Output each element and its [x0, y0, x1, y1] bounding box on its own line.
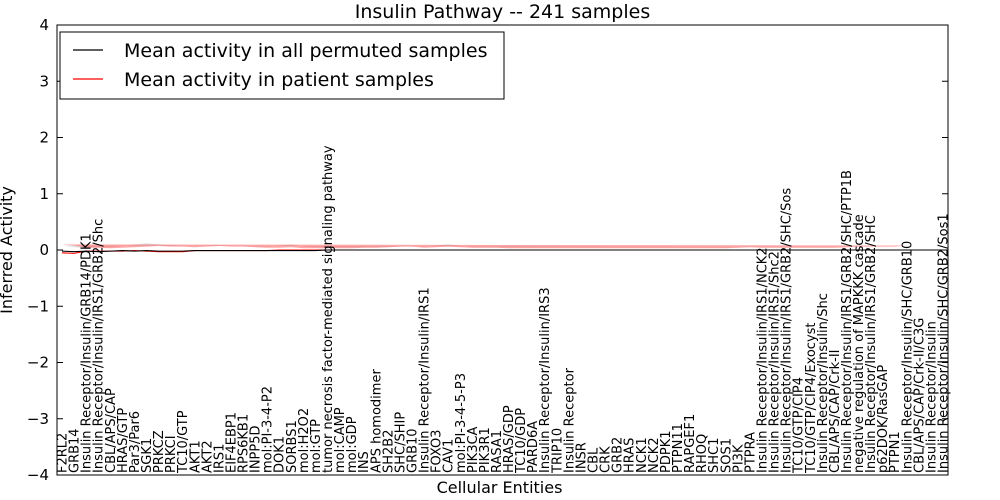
x-category-label: SORBS1 [285, 420, 300, 473]
x-category-label: DOK1 [273, 436, 288, 473]
x-category-label: AKT2 [200, 440, 215, 473]
x-category-label: NCK2 [647, 437, 662, 473]
x-category-label: CBL/APS/CAP [104, 388, 119, 473]
chart-title: Insulin Pathway -- 241 samples [355, 1, 650, 23]
x-category-label: RAPGEF1 [683, 414, 698, 473]
x-category-label: PARD6A [526, 421, 541, 473]
x-category-label: mol:CAMP [333, 407, 348, 473]
series-line-permuted [61, 249, 943, 253]
x-category-label: SHC/SHIP [393, 412, 408, 473]
x-category-label: PIK3CA [466, 426, 481, 473]
lines-layer [61, 249, 943, 254]
x-category-label: Insulin Receptor/Insulin/IRS1 [418, 287, 433, 473]
x-category-label: RHOQ [695, 434, 710, 473]
y-tick-label: 1 [39, 185, 49, 203]
x-category-label: RPS6KB1 [237, 414, 252, 473]
x-category-label: TC10/GTP/CIP4/Exocyst [804, 322, 819, 474]
legend-box [59, 31, 505, 100]
x-category-label: CBL/APS/CAP/Crk-II [828, 350, 843, 473]
x-category-label: SOS1 [719, 438, 734, 473]
x-category-label: CBL [587, 447, 602, 473]
x-category-label: p62DOK/RasGAP [876, 365, 891, 473]
x-category-label: PTPN11 [671, 423, 686, 473]
x-category-label: Insulin Receptor/Insulin/IRS1/Shc2 [768, 251, 783, 473]
x-category-label: Insulin Receptor/Insulin/IRS1/NCK2 [755, 247, 770, 473]
x-category-label: Insulin Receptor/Insulin/IRS1/GRB2/Shc [92, 219, 107, 473]
x-category-label: negative regulation of MAPKKK cascade [852, 214, 867, 473]
x-category-label: SH2B2 [381, 430, 396, 474]
x-category-label: APS homodimer [369, 369, 384, 473]
x-category-label: GRB2 [611, 437, 626, 473]
x-category-label: mol:PI-3-4-5-P3 [454, 373, 469, 473]
x-category-label: GRB14 [68, 428, 83, 473]
band-permuted [62, 243, 919, 248]
x-category-label: Insulin Receptor/Insulin/IRS1/GRB2/SHC/S… [780, 188, 795, 473]
x-category-label: Insulin Receptor/Insulin/IRS1/GRB2/SHC [864, 215, 879, 473]
x-category-label: TRIP10 [550, 428, 565, 474]
x-category-label: GRB10 [405, 428, 420, 473]
y-tick-label: −4 [27, 466, 49, 484]
x-category-label: PTPRA [743, 432, 758, 473]
x-category-label: Insulin Receptor/Insulin/GRB14/PDK1 [80, 233, 95, 473]
x-category-label: Insulin Receptor/Insulin/IRS1/GRB2/SHC/P… [840, 170, 855, 473]
x-category-label: INS [357, 451, 372, 473]
x-category-label: Insulin Receptor/Insulin [924, 321, 939, 473]
x-category-label: PDPK1 [659, 431, 674, 474]
x-category-label: EIF4EBP1 [224, 412, 239, 473]
y-tick-label: −1 [27, 297, 49, 315]
x-axis-label: Cellular Entities [437, 478, 563, 497]
x-category-label: SHC1 [707, 438, 722, 473]
x-category-label: RASA1 [490, 430, 505, 473]
x-category-label: mol:H2O2 [297, 408, 312, 473]
x-category-label: CAV1 [442, 439, 457, 473]
legend-label-permuted: Mean activity in all permuted samples [124, 40, 487, 62]
x-category-label: INSR [574, 442, 589, 473]
x-category-label: Insulin Receptor/Insulin/SHC/GRB2/Sos1 [937, 213, 952, 473]
x-category-label: PRKCZ [152, 430, 167, 473]
y-tick-label: −2 [27, 354, 49, 372]
legend-label-patient: Mean activity in patient samples [124, 69, 434, 91]
x-category-label: tumor necrosis factor-mediated signaling… [321, 145, 336, 473]
y-tick-label: 3 [39, 72, 49, 90]
x-category-label: mol:GTP [309, 419, 324, 473]
band-patient [62, 244, 919, 249]
y-tick-label: 0 [39, 241, 49, 259]
x-category-label: PRKCI [164, 435, 179, 473]
y-axis-label: Inferred Activity [0, 186, 16, 314]
x-category-label: Par3/Par6 [128, 411, 143, 473]
x-category-label: AKT1 [188, 440, 203, 473]
x-category-label: CRK [599, 446, 614, 473]
x-category-label: INPP5D [249, 425, 264, 473]
x-category-label: F2RL2 [56, 433, 71, 473]
x-category-label: CBL/APS/CAP/Crk-II/C3G [912, 318, 927, 473]
x-category-label: HRAS/GTP [116, 408, 131, 473]
x-category-label: PTPN1 [888, 431, 903, 473]
x-category-label: HRAS/GDP [502, 405, 517, 473]
y-tick-label: 2 [39, 129, 49, 147]
x-category-label: Insulin Receptor/Insulin/IRS3 [538, 287, 553, 473]
bands-layer [62, 243, 919, 249]
x-category-label: TC10/GTP/CIP4 [792, 377, 807, 474]
x-category-label: IRS1 [212, 444, 227, 473]
x-category-label: SGK1 [140, 438, 155, 473]
x-category-label: TC10/GTP [176, 410, 191, 474]
legend: Mean activity in all permuted samples Me… [59, 31, 505, 100]
x-category-label: FOXO3 [430, 430, 445, 473]
y-tick-label: −3 [27, 410, 49, 428]
x-category-label: PIK3R1 [478, 427, 493, 473]
x-category-label: PI3K [731, 444, 746, 473]
x-category-label: Insulin Receptor/Insulin/SHC/GRB10 [900, 241, 915, 473]
x-category-label: Insulin Receptor/Insulin/Shc [816, 293, 831, 473]
x-category-label: mol:GDP [345, 416, 360, 473]
x-category-label: mol:PI-3-4-P2 [261, 386, 276, 473]
x-category-label: NCK1 [635, 437, 650, 473]
x-category-label: TC10/GDP [514, 408, 529, 474]
x-category-label: HRAS [623, 438, 638, 473]
x-category-label: Insulin Receptor [562, 367, 577, 473]
y-tick-label: 4 [39, 16, 49, 34]
